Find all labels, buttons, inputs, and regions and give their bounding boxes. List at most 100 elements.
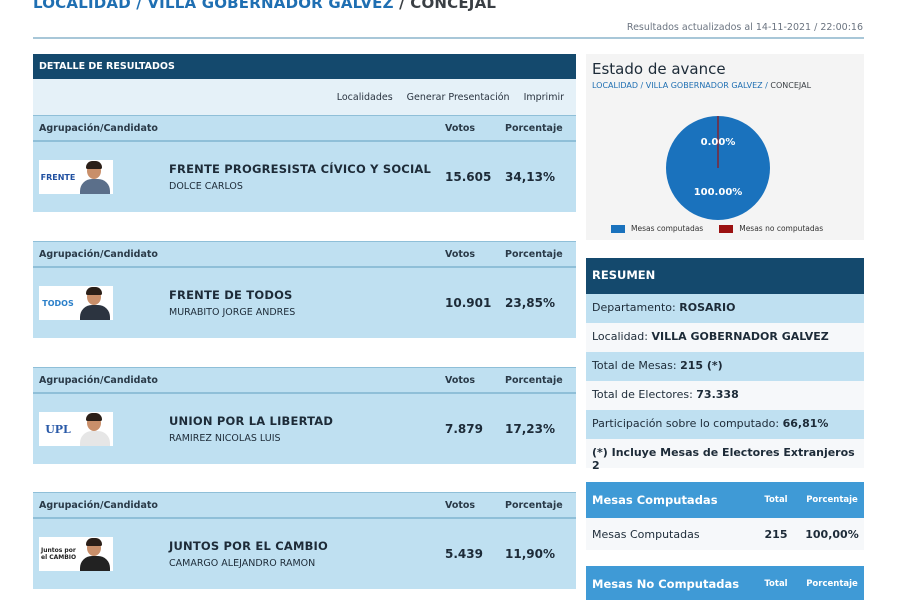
mesas-value: 215 (*) [680, 359, 723, 372]
party-block: Agrupación/Candidato Votos Porcentaje Junto… [33, 492, 576, 589]
candidate-photo [77, 412, 113, 446]
party-name: UNION POR LA LIBERTAD [169, 414, 334, 428]
candidate-name: RAMIREZ NICOLAS LUIS [169, 433, 281, 444]
party-names: FRENTE DE TODOS MURABITO JORGE ANDRES [169, 288, 445, 318]
party-table-header: Agrupación/Candidato Votos Porcentaje [33, 115, 576, 142]
mesas-no-computadas-header: Mesas No Computadas Total Porcentaje [586, 566, 864, 600]
legend-swatch-computed [611, 225, 625, 233]
party-logo-cell: TODOS [33, 286, 169, 320]
legend-computed-label: Mesas computadas [631, 224, 704, 233]
crumb-sep: / [393, 0, 411, 12]
party-logo: FRENTE [40, 172, 76, 182]
summary-locality: Localidad: VILLA GOBERNADOR GALVEZ [586, 323, 864, 352]
col-agrupacion: Agrupación/Candidato [39, 122, 158, 134]
crumb-sep: / [130, 0, 148, 12]
party-logo: Juntos por el CAMBIO [41, 547, 77, 561]
page-breadcrumb-title: LOCALIDAD / VILLA GOBERNADOR GALVEZ / CO… [33, 0, 496, 12]
party-row[interactable]: Juntos por el CAMBIO JUNTOS POR EL CAMBIO… [33, 519, 576, 589]
progress-pie-chart: 0.00% 100.00% [666, 116, 770, 220]
candidate-photo-hair [86, 538, 102, 546]
candidate-photo [77, 537, 113, 571]
col-porcentaje: Porcentaje [505, 122, 563, 134]
progress-crumb-localidad[interactable]: LOCALIDAD [592, 81, 638, 90]
results-detail-panel: DETALLE DE RESULTADOS Localidades Genera… [33, 54, 576, 115]
col-votos: Votos [445, 499, 476, 511]
candidate-name: CAMARGO ALEJANDRO RAMON [169, 558, 316, 569]
pie-label-not-computed: 0.00% [701, 137, 736, 148]
candidate-name: MURABITO JORGE ANDRES [169, 307, 296, 318]
candidate-photo-body [80, 305, 110, 320]
party-block: Agrupación/Candidato Votos Porcentaje FRENT… [33, 115, 576, 212]
col-agrupacion: Agrupación/Candidato [39, 499, 158, 511]
party-name: FRENTE PROGRESISTA CÍVICO Y SOCIAL [169, 162, 432, 176]
dep-value: ROSARIO [679, 301, 736, 314]
progress-title: Estado de avance [592, 60, 726, 78]
mesas-computadas-row-pct: 100,00% [805, 527, 859, 541]
summary-header: RESUMEN [586, 258, 864, 294]
col-votos: Votos [445, 374, 476, 386]
mesas-no-computadas-title: Mesas No Computadas [592, 577, 740, 591]
note-text: (*) Incluye Mesas de Electores Extranjer… [592, 446, 855, 472]
party-names: UNION POR LA LIBERTAD RAMIREZ NICOLAS LUI… [169, 414, 445, 444]
party-votes: 7.879 [445, 422, 483, 436]
party-names: JUNTOS POR EL CAMBIO CAMARGO ALEJANDRO RA… [169, 539, 445, 569]
pie-legend: Mesas computadas Mesas no computadas [611, 224, 823, 233]
party-votes: 15.605 [445, 170, 492, 184]
right-column: Estado de avance LOCALIDAD / VILLA GOBER… [586, 54, 864, 600]
party-logo-cell: UPL [33, 412, 169, 446]
col-porcentaje: Porcentaje [505, 374, 563, 386]
legend-not-computed-label: Mesas no computadas [739, 224, 824, 233]
elect-label: Total de Electores: [592, 388, 697, 401]
generar-presentacion-link[interactable]: Generar Presentación [406, 91, 510, 103]
col-votos: Votos [445, 248, 476, 260]
party-names: FRENTE PROGRESISTA CÍVICO Y SOCIAL DOLCE … [169, 162, 445, 192]
pie-label-computed: 100.00% [694, 187, 743, 198]
mesas-no-computadas-col-pct: Porcentaje [806, 579, 858, 589]
party-votes: 10.901 [445, 296, 492, 310]
party-row[interactable]: UPL UNION POR LA LIBERTAD RAMIREZ NICOLAS … [33, 394, 576, 464]
party-logo-card: TODOS [39, 286, 113, 320]
loc-value: VILLA GOBERNADOR GALVEZ [651, 330, 829, 343]
candidate-photo-body [80, 556, 110, 571]
mesas-computadas-row-label: Mesas Computadas [592, 527, 700, 541]
progress-breadcrumb: LOCALIDAD / VILLA GOBERNADOR GALVEZ / CO… [592, 81, 812, 90]
crumb-villa[interactable]: VILLA GOBERNADOR GALVEZ [147, 0, 394, 12]
summary-electores: Total de Electores: 73.338 [586, 381, 864, 410]
mesas-computadas-row: Mesas Computadas 215 100,00% [586, 518, 864, 550]
summary-department: Departamento: ROSARIO [586, 294, 864, 323]
col-votos: Votos [445, 122, 476, 134]
detail-toolbar: Localidades Generar Presentación Imprimi… [33, 79, 576, 115]
part-label: Participación sobre lo computado: [592, 417, 783, 430]
party-logo-card: UPL [39, 412, 113, 446]
crumb-localidad[interactable]: LOCALIDAD [33, 0, 131, 12]
party-percentage: 17,23% [505, 422, 555, 436]
mesas-label: Total de Mesas: [592, 359, 681, 372]
summary-participation: Participación sobre lo computado: 66,81% [586, 410, 864, 439]
progress-crumb-villa[interactable]: VILLA GOBERNADOR GALVEZ [645, 81, 763, 90]
legend-swatch-not-computed [719, 225, 734, 233]
col-porcentaje: Porcentaje [505, 499, 563, 511]
mesas-computadas-col-total: Total [764, 495, 788, 505]
party-row[interactable]: FRENTE FRENTE PROGRESISTA CÍVICO Y SOCIAL… [33, 142, 576, 212]
party-logo-cell: FRENTE [33, 160, 169, 194]
candidate-photo [77, 160, 113, 194]
party-votes: 5.439 [445, 547, 483, 561]
updated-timestamp: Resultados actualizados al 14-11-2021 / … [626, 22, 863, 33]
loc-label: Localidad: [592, 330, 652, 343]
header-divider [33, 37, 864, 39]
party-percentage: 34,13% [505, 170, 555, 184]
col-porcentaje: Porcentaje [505, 248, 563, 260]
legend-not-computed[interactable]: Mesas no computadas [719, 224, 823, 233]
legend-computed[interactable]: Mesas computadas [611, 224, 703, 233]
candidate-photo-body [80, 179, 110, 194]
progress-panel: Estado de avance LOCALIDAD / VILLA GOBER… [586, 54, 864, 240]
party-row[interactable]: TODOS FRENTE DE TODOS MURABITO JORGE ANDRE… [33, 268, 576, 338]
party-logo-cell: Juntos por el CAMBIO [33, 537, 169, 571]
elect-value: 73.338 [696, 388, 739, 401]
party-table-header: Agrupación/Candidato Votos Porcentaje [33, 367, 576, 394]
part-value: 66,81% [782, 417, 829, 430]
imprimir-link[interactable]: Imprimir [523, 91, 564, 103]
candidate-name: DOLCE CARLOS [169, 181, 243, 192]
localidades-link[interactable]: Localidades [336, 91, 393, 103]
party-name: JUNTOS POR EL CAMBIO [169, 539, 329, 553]
